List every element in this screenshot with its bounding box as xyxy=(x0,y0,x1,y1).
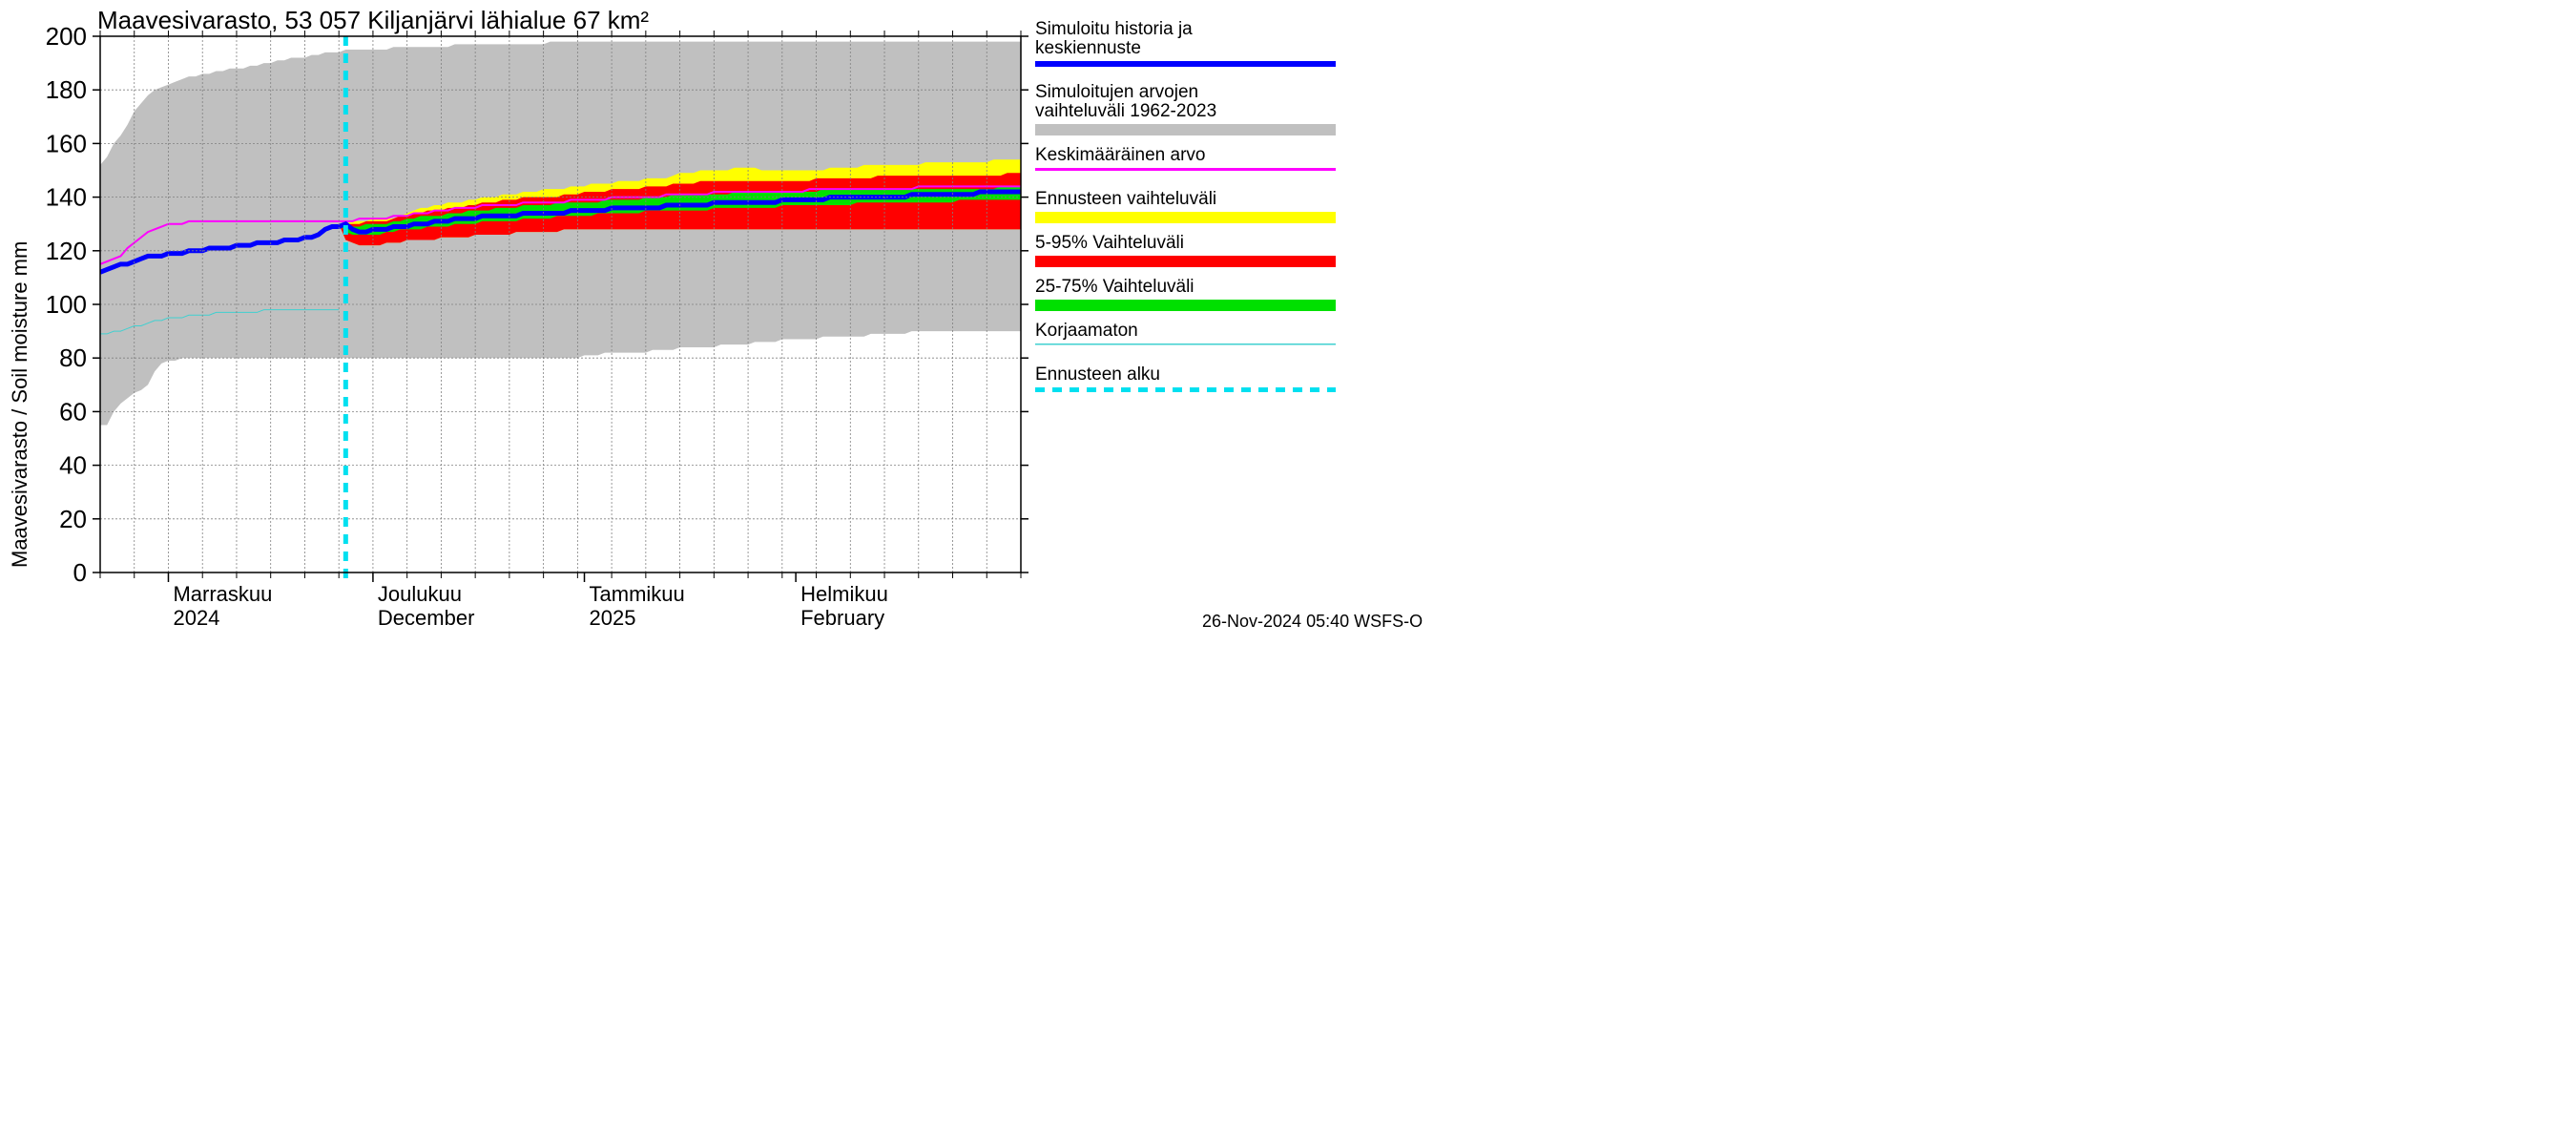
range-band-historical xyxy=(100,42,1021,426)
legend-swatch xyxy=(1035,124,1336,135)
x-tick-label: Tammikuu xyxy=(590,582,685,606)
y-tick-label: 60 xyxy=(59,397,87,426)
y-tick-label: 20 xyxy=(59,505,87,533)
x-tick-label: Joulukuu xyxy=(378,582,462,606)
legend-label: Ennusteen alku xyxy=(1035,364,1160,385)
legend-label: Simuloitu historia ja xyxy=(1035,19,1193,39)
y-tick-label: 40 xyxy=(59,451,87,480)
y-tick-label: 160 xyxy=(46,129,87,157)
y-tick-label: 140 xyxy=(46,183,87,212)
legend-swatch xyxy=(1035,212,1336,223)
legend-swatch xyxy=(1035,256,1336,267)
y-tick-label: 100 xyxy=(46,290,87,319)
x-tick-sublabel: 2025 xyxy=(590,606,636,630)
legend-swatch xyxy=(1035,300,1336,311)
chart-title: Maavesivarasto, 53 057 Kiljanjärvi lähia… xyxy=(97,6,649,34)
legend-label: Keskimääräinen arvo xyxy=(1035,145,1205,165)
legend-label: Korjaamaton xyxy=(1035,321,1138,341)
legend-label: Ennusteen vaihteluväli xyxy=(1035,189,1216,209)
legend-label: keskiennuste xyxy=(1035,38,1141,58)
legend-label: vaihteluväli 1962-2023 xyxy=(1035,101,1216,121)
x-tick-sublabel: 2024 xyxy=(173,606,219,630)
y-tick-label: 0 xyxy=(73,558,87,587)
y-tick-label: 80 xyxy=(59,344,87,372)
legend-label: Simuloitujen arvojen xyxy=(1035,82,1198,102)
x-tick-label: Marraskuu xyxy=(173,582,272,606)
legend-label: 25-75% Vaihteluväli xyxy=(1035,277,1195,297)
y-axis-label: Maavesivarasto / Soil moisture mm xyxy=(8,241,31,568)
x-tick-label: Helmikuu xyxy=(800,582,888,606)
x-tick-sublabel: February xyxy=(800,606,884,630)
legend-label: 5-95% Vaihteluväli xyxy=(1035,233,1184,253)
footer-timestamp: 26-Nov-2024 05:40 WSFS-O xyxy=(1202,612,1423,631)
x-tick-sublabel: December xyxy=(378,606,474,630)
y-tick-label: 120 xyxy=(46,237,87,265)
soil-moisture-chart: 0 20 40 60 80 100 120 140 160 180 200 Marraskuu2024… xyxy=(0,0,1431,636)
y-tick-label: 180 xyxy=(46,75,87,104)
chart-container: 0 20 40 60 80 100 120 140 160 180 200 Marraskuu2024… xyxy=(0,0,1431,636)
y-tick-label: 200 xyxy=(46,22,87,51)
